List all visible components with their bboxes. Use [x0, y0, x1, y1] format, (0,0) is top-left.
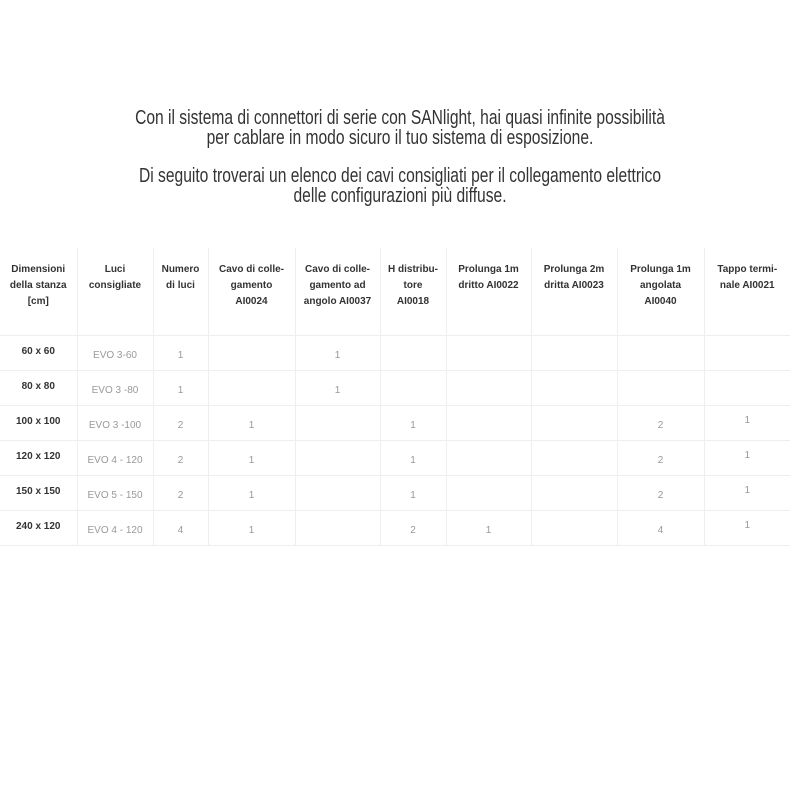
table-cell — [531, 335, 618, 371]
table-cell: 2 — [380, 510, 447, 546]
table-cell: EVO 3 -80 — [77, 370, 154, 406]
table-cell — [617, 335, 705, 371]
table-cell: 1 — [153, 335, 209, 371]
table-cell: 2 — [617, 405, 705, 441]
table-cell — [446, 405, 532, 441]
table-cell: 1 — [295, 370, 381, 406]
column-header: Prolunga 2m dritta AI0023 — [531, 248, 618, 336]
table-cell — [295, 405, 381, 441]
column-header: Numero di luci — [153, 248, 209, 336]
table-cell — [446, 335, 532, 371]
table-row: 60 x 60 EVO 3-60 1 1 — [0, 335, 790, 371]
table-cell: EVO 4 - 120 — [77, 510, 154, 546]
table-cell: 1 — [446, 510, 532, 546]
table-cell: 2 — [153, 405, 209, 441]
room-size-cell: 100 x 100 — [0, 405, 78, 441]
table-cell — [617, 370, 705, 406]
table-cell: 2 — [153, 475, 209, 511]
room-size-cell: 150 x 150 — [0, 475, 78, 511]
table-cell — [531, 510, 618, 546]
table-cell: 1 — [208, 510, 296, 546]
table-cell: EVO 5 - 150 — [77, 475, 154, 511]
table-cell: 1 — [380, 475, 447, 511]
room-size-cell: 120 x 120 — [0, 440, 78, 476]
table-cell: 1 — [380, 405, 447, 441]
column-header: Dimensioni della stanza [cm] — [0, 248, 78, 336]
cable-table: Dimensioni della stanza [cm] Luci consigl… — [0, 248, 790, 546]
table-cell: 1 — [208, 440, 296, 476]
table-cell: 1 — [295, 335, 381, 371]
table-cell — [531, 440, 618, 476]
table-cell — [208, 370, 296, 406]
table-cell: EVO 3-60 — [77, 335, 154, 371]
table-cell — [704, 370, 790, 406]
column-header: Tappo termi- nale AI0021 — [704, 248, 790, 336]
column-header: H distribu- tore AI0018 — [380, 248, 447, 336]
table-cell — [531, 370, 618, 406]
column-header: Cavo di colle- gamento AI0024 — [208, 248, 296, 336]
column-header: Cavo di colle- gamento ad angolo AI0037 — [295, 248, 381, 336]
table-cell: 1 — [208, 475, 296, 511]
table-cell — [208, 335, 296, 371]
table-row: 150 x 150 EVO 5 - 150 2 1 1 2 1 — [0, 475, 790, 511]
table-cell: 1 — [704, 405, 790, 441]
table-cell: 1 — [704, 510, 790, 546]
room-size-cell: 240 x 120 — [0, 510, 78, 546]
table-cell: 1 — [380, 440, 447, 476]
column-header: Luci consigliate — [77, 248, 154, 336]
table-cell: 4 — [153, 510, 209, 546]
table-cell — [295, 475, 381, 511]
table-cell: 1 — [208, 405, 296, 441]
table-cell — [531, 475, 618, 511]
table-header-row: Dimensioni della stanza [cm] Luci consigl… — [0, 248, 790, 336]
table-cell: 4 — [617, 510, 705, 546]
table-cell — [295, 440, 381, 476]
intro-text: Con il sistema di connettori di serie co… — [0, 108, 800, 224]
table-cell: 2 — [153, 440, 209, 476]
column-header: Prolunga 1m angolata AI0040 — [617, 248, 705, 336]
table-cell: 1 — [704, 440, 790, 476]
table-cell: 1 — [704, 475, 790, 511]
table-cell — [380, 370, 447, 406]
table-cell — [446, 475, 532, 511]
table-cell — [380, 335, 447, 371]
table-cell — [704, 335, 790, 371]
table-cell — [446, 440, 532, 476]
column-header: Prolunga 1m dritto AI0022 — [446, 248, 532, 336]
table-cell: EVO 4 - 120 — [77, 440, 154, 476]
room-size-cell: 80 x 80 — [0, 370, 78, 406]
table-row: 80 x 80 EVO 3 -80 1 1 — [0, 370, 790, 406]
table-cell: 2 — [617, 440, 705, 476]
intro-paragraph-2: Di seguito troverai un elenco dei cavi c… — [138, 165, 662, 207]
table-row: 240 x 120 EVO 4 - 120 4 1 2 1 4 1 — [0, 510, 790, 546]
table-cell — [295, 510, 381, 546]
table-cell: 2 — [617, 475, 705, 511]
table-cell — [531, 405, 618, 441]
table-cell: EVO 3 -100 — [77, 405, 154, 441]
table-row: 120 x 120 EVO 4 - 120 2 1 1 2 1 — [0, 440, 790, 476]
table-row: 100 x 100 EVO 3 -100 2 1 1 2 1 — [0, 405, 790, 441]
room-size-cell: 60 x 60 — [0, 335, 78, 371]
table-cell: 1 — [153, 370, 209, 406]
table-cell — [446, 370, 532, 406]
intro-paragraph-1: Con il sistema di connettori di serie co… — [135, 107, 665, 149]
